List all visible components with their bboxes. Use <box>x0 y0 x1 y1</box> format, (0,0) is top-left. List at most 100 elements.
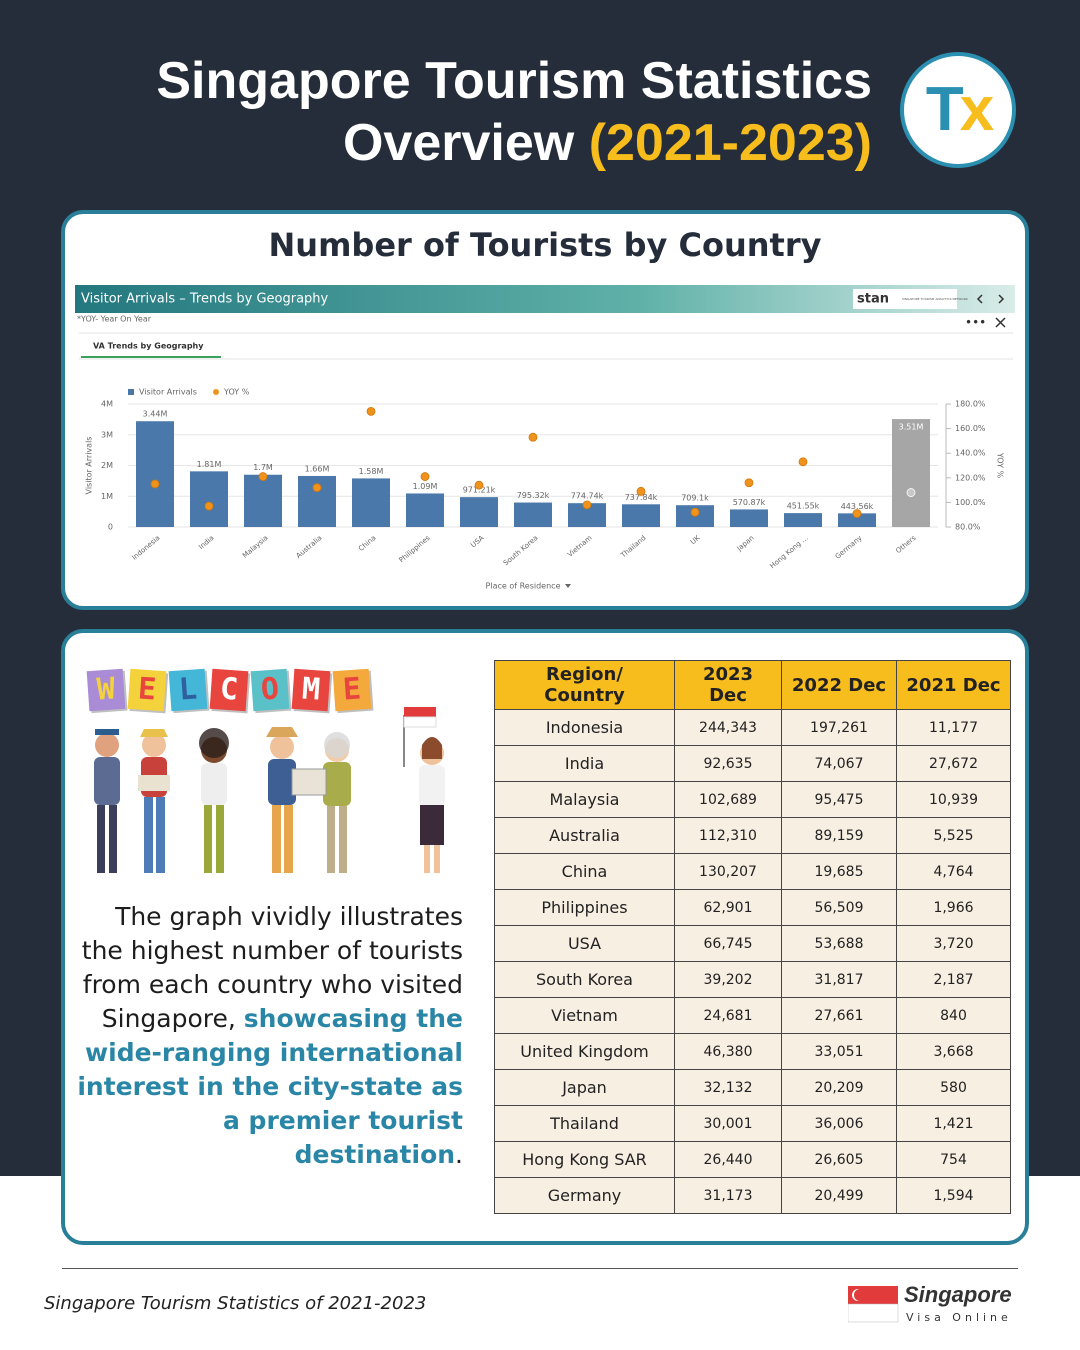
legend-label: Visitor Arrivals <box>139 388 197 397</box>
table-cell: Vietnam <box>494 997 675 1034</box>
bar <box>244 474 282 527</box>
y2-tick-label: 160.0% <box>955 424 986 433</box>
table-cell: 26,605 <box>781 1141 897 1178</box>
x-tick-label: India <box>197 534 215 551</box>
table-cell: 56,509 <box>781 889 897 926</box>
y2-tick-label: 120.0% <box>955 473 986 482</box>
yoy-point <box>528 432 538 442</box>
y2-tick-label: 140.0% <box>955 449 986 458</box>
bar <box>460 497 498 527</box>
bar <box>190 471 228 527</box>
tab-label[interactable]: VA Trends by Geography <box>93 342 204 351</box>
table-cell: 24,681 <box>674 997 782 1034</box>
close-button[interactable] <box>995 317 1006 328</box>
title-years: (2021-2023) <box>588 114 872 172</box>
table-row: Australia 112,310 89,159 5,525 <box>494 817 1011 854</box>
bar <box>352 478 390 527</box>
bar <box>514 502 552 527</box>
x-tick-label: Malaysia <box>241 534 270 560</box>
yoy-point <box>474 480 484 490</box>
tourists <box>94 707 445 873</box>
bar <box>622 504 660 527</box>
yoy-point <box>258 472 268 481</box>
menu-dots[interactable]: ••• <box>965 316 986 330</box>
table-row: India 92,635 74,067 27,672 <box>494 745 1011 782</box>
chart: Visitor Arrivals – Trends by Geography s… <box>75 285 1015 591</box>
table-cell: 10,939 <box>896 781 1011 818</box>
table-cell: 53,688 <box>781 925 897 962</box>
title-line: Overview (2021-2023) <box>156 112 872 174</box>
table-cell: Thailand <box>494 1105 675 1142</box>
table-cell: 26,440 <box>674 1141 782 1178</box>
footer-caption: Singapore Tourism Statistics of 2021-202… <box>44 1293 427 1314</box>
table-cell: 95,475 <box>781 781 897 818</box>
value-label: 3.44M <box>143 410 168 419</box>
yoy-point <box>312 483 322 493</box>
table-cell: 102,689 <box>674 781 782 818</box>
description-text: The graph vividly illustrates the highes… <box>81 902 463 1033</box>
value-label: 709.1k <box>681 494 709 503</box>
table-cell: 580 <box>896 1069 1011 1106</box>
table-row: Vietnam 24,681 27,661 840 <box>494 997 1011 1034</box>
table-cell: 36,006 <box>781 1105 897 1142</box>
brand-subtitle: Visa Online <box>906 1311 1012 1324</box>
nav-arrows[interactable] <box>976 294 1005 304</box>
logo: Tx <box>900 52 1016 168</box>
table-cell: 62,901 <box>674 889 782 926</box>
y2-tick-label: 100.0% <box>955 498 986 507</box>
bar <box>406 493 444 527</box>
table-cell: 112,310 <box>674 817 782 854</box>
description: The graph vividly illustrates the highes… <box>70 900 463 1172</box>
table-cell: 3,668 <box>896 1033 1011 1070</box>
table-cell: Philippines <box>494 889 675 926</box>
y-tick-label: 1M <box>101 492 113 501</box>
x-tick-label: China <box>357 534 377 553</box>
x-tick-label: USA <box>469 534 485 550</box>
table-row: Philippines 62,901 56,509 1,966 <box>494 889 1011 926</box>
brand: stan <box>857 292 889 307</box>
bar <box>784 513 822 527</box>
x-tick-label: Germany <box>834 534 864 561</box>
table-header-cell: 2021 Dec <box>896 660 1011 710</box>
brand-name: Singapore <box>904 1282 1012 1307</box>
table-cell: 1,421 <box>896 1105 1011 1142</box>
value-label: 737.84k <box>625 493 658 502</box>
table-row: Hong Kong SAR 26,440 26,605 754 <box>494 1141 1011 1178</box>
table-cell: Australia <box>494 817 675 854</box>
chart-card <box>61 210 1029 610</box>
x-tick-label: Australia <box>295 534 324 560</box>
x-tick-label: Thailand <box>619 534 648 560</box>
flag <box>848 1286 899 1323</box>
value-label: 1.66M <box>305 464 330 473</box>
legend-swatch <box>213 389 219 395</box>
dropdown-arrow <box>565 584 571 588</box>
footer-rule <box>62 1268 1018 1269</box>
y-axis-title: Visitor Arrivals <box>85 437 94 495</box>
x-tick-label: Japan <box>735 534 756 553</box>
table-cell: 20,209 <box>781 1069 897 1106</box>
table-row: Thailand 30,001 36,006 1,421 <box>494 1105 1011 1142</box>
value-label: 3.51M <box>899 423 924 432</box>
table-row: USA 66,745 53,688 3,720 <box>494 925 1011 962</box>
y-tick-label: 2M <box>101 461 113 470</box>
table-header-cell: Region/ Country <box>494 660 675 710</box>
page-title: Singapore Tourism Statistics Overview (2… <box>156 50 872 174</box>
table-row: Germany 31,173 20,499 1,594 <box>494 1177 1011 1214</box>
table-cell: 66,745 <box>674 925 782 962</box>
table-cell: 19,685 <box>781 853 897 890</box>
value-label: 1.09M <box>413 482 438 491</box>
legend-swatch <box>128 389 134 395</box>
x-tick-label: Philippines <box>398 534 432 565</box>
table-cell: South Korea <box>494 961 675 998</box>
table-cell: 840 <box>896 997 1011 1034</box>
yoy-point <box>798 457 808 467</box>
table-cell: 1,966 <box>896 889 1011 926</box>
yoy-point <box>582 500 592 510</box>
table-cell: 20,499 <box>781 1177 897 1214</box>
table-cell: 130,207 <box>674 853 782 890</box>
bar <box>838 513 876 527</box>
table-cell: USA <box>494 925 675 962</box>
table-cell: 89,159 <box>781 817 897 854</box>
